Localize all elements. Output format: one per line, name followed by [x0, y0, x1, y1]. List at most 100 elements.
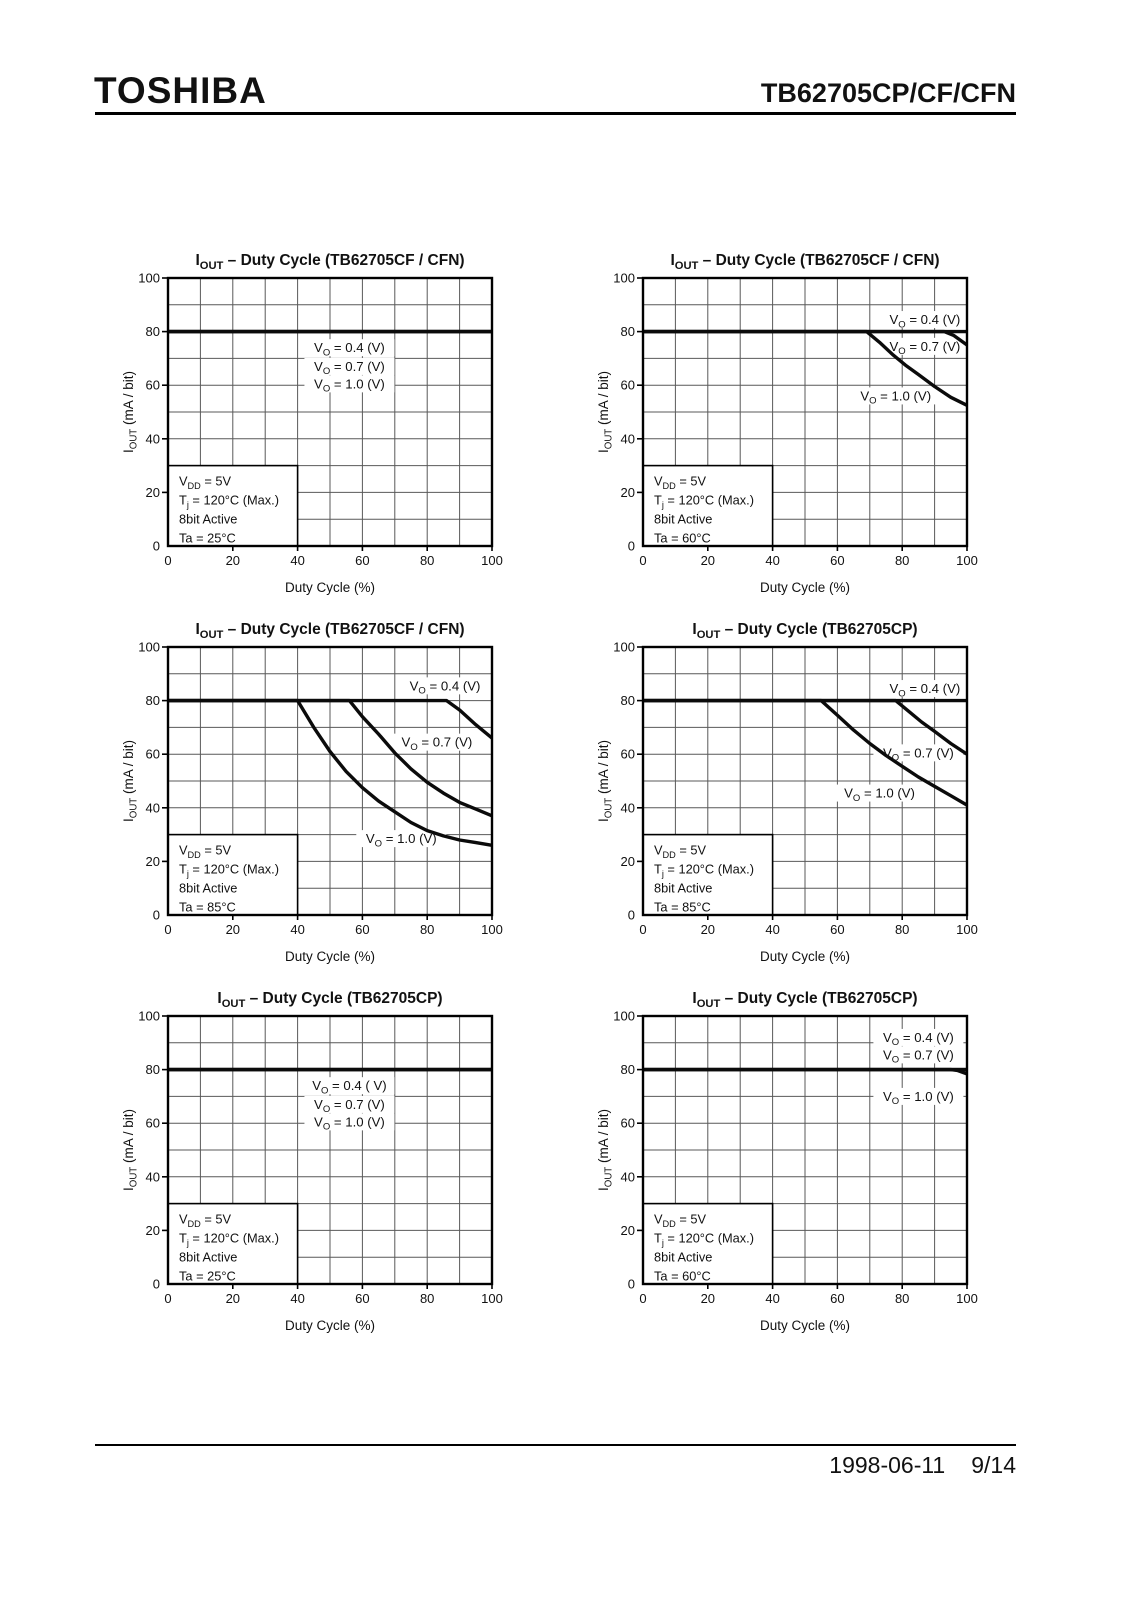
plot-cp-ta85: IOUT – Duty Cycle (TB62705CP) VO = 0.4 (V… — [597, 621, 978, 964]
y-tick-label: 80 — [146, 693, 160, 708]
chart-title: IOUT – Duty Cycle (TB62705CF / CFN) — [670, 252, 939, 272]
x-tick-label: 0 — [639, 553, 646, 568]
y-tick-label: 40 — [621, 1169, 635, 1184]
plot-cp-ta25: IOUT – Duty Cycle (TB62705CP) VO = 0.4 ( … — [122, 990, 503, 1333]
x-tick-label: 60 — [355, 1291, 369, 1306]
curve-label-vo-0.7: VO = 0.7 (V) — [314, 1097, 385, 1115]
y-tick-label: 20 — [146, 1223, 160, 1238]
curve-label-vo-0.7: VO = 0.7 (V) — [883, 1047, 954, 1065]
y-axis-label: IOUT (mA / bit) — [597, 740, 614, 822]
x-tick-label: 60 — [830, 1291, 844, 1306]
condition-line: 8bit Active — [654, 881, 712, 896]
x-tick-label: 20 — [701, 922, 715, 937]
x-tick-label: 0 — [639, 922, 646, 937]
y-tick-label: 80 — [146, 1062, 160, 1077]
part-number: TB62705CP/CF/CFN — [760, 78, 1016, 108]
x-tick-label: 0 — [639, 1291, 646, 1306]
x-tick-label: 20 — [701, 553, 715, 568]
curve-label-vo-0.4: VO = 0.4 ( V) — [312, 1078, 386, 1096]
curve-label-vo-1.0: VO = 1.0 (V) — [860, 388, 931, 406]
condition-line: Ta = 85°C — [654, 900, 711, 915]
y-tick-label: 20 — [146, 485, 160, 500]
y-tick-label: 20 — [146, 854, 160, 869]
curve-label-vo-0.7: VO = 0.7 (V) — [883, 745, 954, 763]
condition-line: Tj = 120°C (Max.) — [179, 1231, 279, 1248]
y-tick-label: 80 — [621, 1062, 635, 1077]
x-tick-label: 80 — [420, 553, 434, 568]
x-tick-label: 0 — [164, 922, 171, 937]
curve-vo-1.0 — [643, 698, 968, 807]
x-axis-label: Duty Cycle (%) — [760, 1318, 850, 1333]
y-axis-label: IOUT (mA / bit) — [597, 371, 614, 453]
conditions-box — [167, 833, 299, 916]
footer-date: 1998-06-11 — [829, 1452, 946, 1478]
x-tick-label: 100 — [481, 922, 503, 937]
x-axis-label: Duty Cycle (%) — [285, 580, 375, 595]
y-tick-label: 0 — [628, 908, 635, 923]
condition-line: Tj = 120°C (Max.) — [179, 862, 279, 879]
x-tick-label: 40 — [290, 553, 304, 568]
x-tick-label: 0 — [164, 553, 171, 568]
footer: 1998-06-11 9/14 — [829, 1452, 1016, 1479]
x-axis-label: Duty Cycle (%) — [285, 1318, 375, 1333]
x-tick-label: 100 — [956, 922, 978, 937]
header-rule — [95, 112, 1016, 115]
footer-rule — [95, 1444, 1016, 1446]
condition-line: Tj = 120°C (Max.) — [654, 1231, 754, 1248]
condition-line: VDD = 5V — [654, 843, 707, 860]
conditions-box — [642, 1202, 774, 1285]
chart-title: IOUT – Duty Cycle (TB62705CP) — [692, 990, 917, 1010]
y-tick-label: 80 — [621, 324, 635, 339]
chart-iout-duty-cycle-cfcfn-ta25: IOUT – Duty Cycle (TB62705CF / CFN) VO = … — [122, 248, 522, 600]
plot-cfcfn-ta25: IOUT – Duty Cycle (TB62705CF / CFN) VO = … — [122, 252, 503, 595]
y-axis-label: IOUT (mA / bit) — [122, 1109, 139, 1191]
curve-vo-0.7 — [168, 698, 493, 818]
chart-title: IOUT – Duty Cycle (TB62705CP) — [692, 621, 917, 641]
condition-line: 8bit Active — [654, 512, 712, 527]
condition-line: VDD = 5V — [179, 843, 232, 860]
y-tick-label: 60 — [146, 378, 160, 393]
x-tick-label: 80 — [420, 1291, 434, 1306]
charts-grid: IOUT – Duty Cycle (TB62705CF / CFN) VO = … — [122, 248, 997, 1338]
conditions-box — [167, 464, 299, 547]
curve-vo-1.0 — [168, 698, 493, 847]
footer-page-number: 9/14 — [971, 1452, 1016, 1478]
condition-line: 8bit Active — [179, 512, 237, 527]
curve-label-vo-0.7: VO = 0.7 (V) — [889, 339, 960, 357]
condition-line: VDD = 5V — [654, 1212, 707, 1229]
x-tick-label: 60 — [355, 553, 369, 568]
condition-line: Ta = 25°C — [179, 1269, 236, 1284]
condition-line: 8bit Active — [654, 1250, 712, 1265]
chart-iout-duty-cycle-cp-ta85: IOUT – Duty Cycle (TB62705CP) VO = 0.4 (V… — [597, 617, 997, 969]
x-axis-label: Duty Cycle (%) — [760, 580, 850, 595]
condition-line: Tj = 120°C (Max.) — [654, 862, 754, 879]
y-tick-label: 100 — [138, 271, 160, 286]
curve-vo-0.4 — [168, 698, 494, 740]
condition-line: Tj = 120°C (Max.) — [654, 493, 754, 510]
x-tick-label: 60 — [355, 922, 369, 937]
x-tick-label: 80 — [420, 922, 434, 937]
y-tick-label: 100 — [138, 640, 160, 655]
plot-cfcfn-ta85: IOUT – Duty Cycle (TB62705CF / CFN) VO = … — [122, 621, 503, 964]
y-tick-label: 60 — [621, 747, 635, 762]
y-tick-label: 0 — [153, 539, 160, 554]
x-tick-label: 0 — [164, 1291, 171, 1306]
condition-line: Ta = 25°C — [179, 531, 236, 546]
x-tick-label: 20 — [226, 553, 240, 568]
plot-cp-ta60: IOUT – Duty Cycle (TB62705CP) VO = 0.4 (V… — [597, 990, 978, 1333]
y-tick-label: 40 — [621, 800, 635, 815]
condition-line: Ta = 85°C — [179, 900, 236, 915]
curve-label-vo-1.0: VO = 1.0 (V) — [883, 1089, 954, 1107]
y-tick-label: 40 — [621, 431, 635, 446]
condition-line: 8bit Active — [179, 881, 237, 896]
y-tick-label: 60 — [146, 747, 160, 762]
y-tick-label: 100 — [613, 271, 635, 286]
curve-label-vo-1.0: VO = 1.0 (V) — [366, 831, 437, 849]
condition-line: Tj = 120°C (Max.) — [179, 493, 279, 510]
condition-line: Ta = 60°C — [654, 1269, 711, 1284]
curve-label-vo-0.4: VO = 0.4 (V) — [883, 1030, 954, 1048]
curve-label-vo-1.0: VO = 1.0 (V) — [314, 376, 385, 394]
y-tick-label: 0 — [628, 539, 635, 554]
x-tick-label: 40 — [290, 1291, 304, 1306]
